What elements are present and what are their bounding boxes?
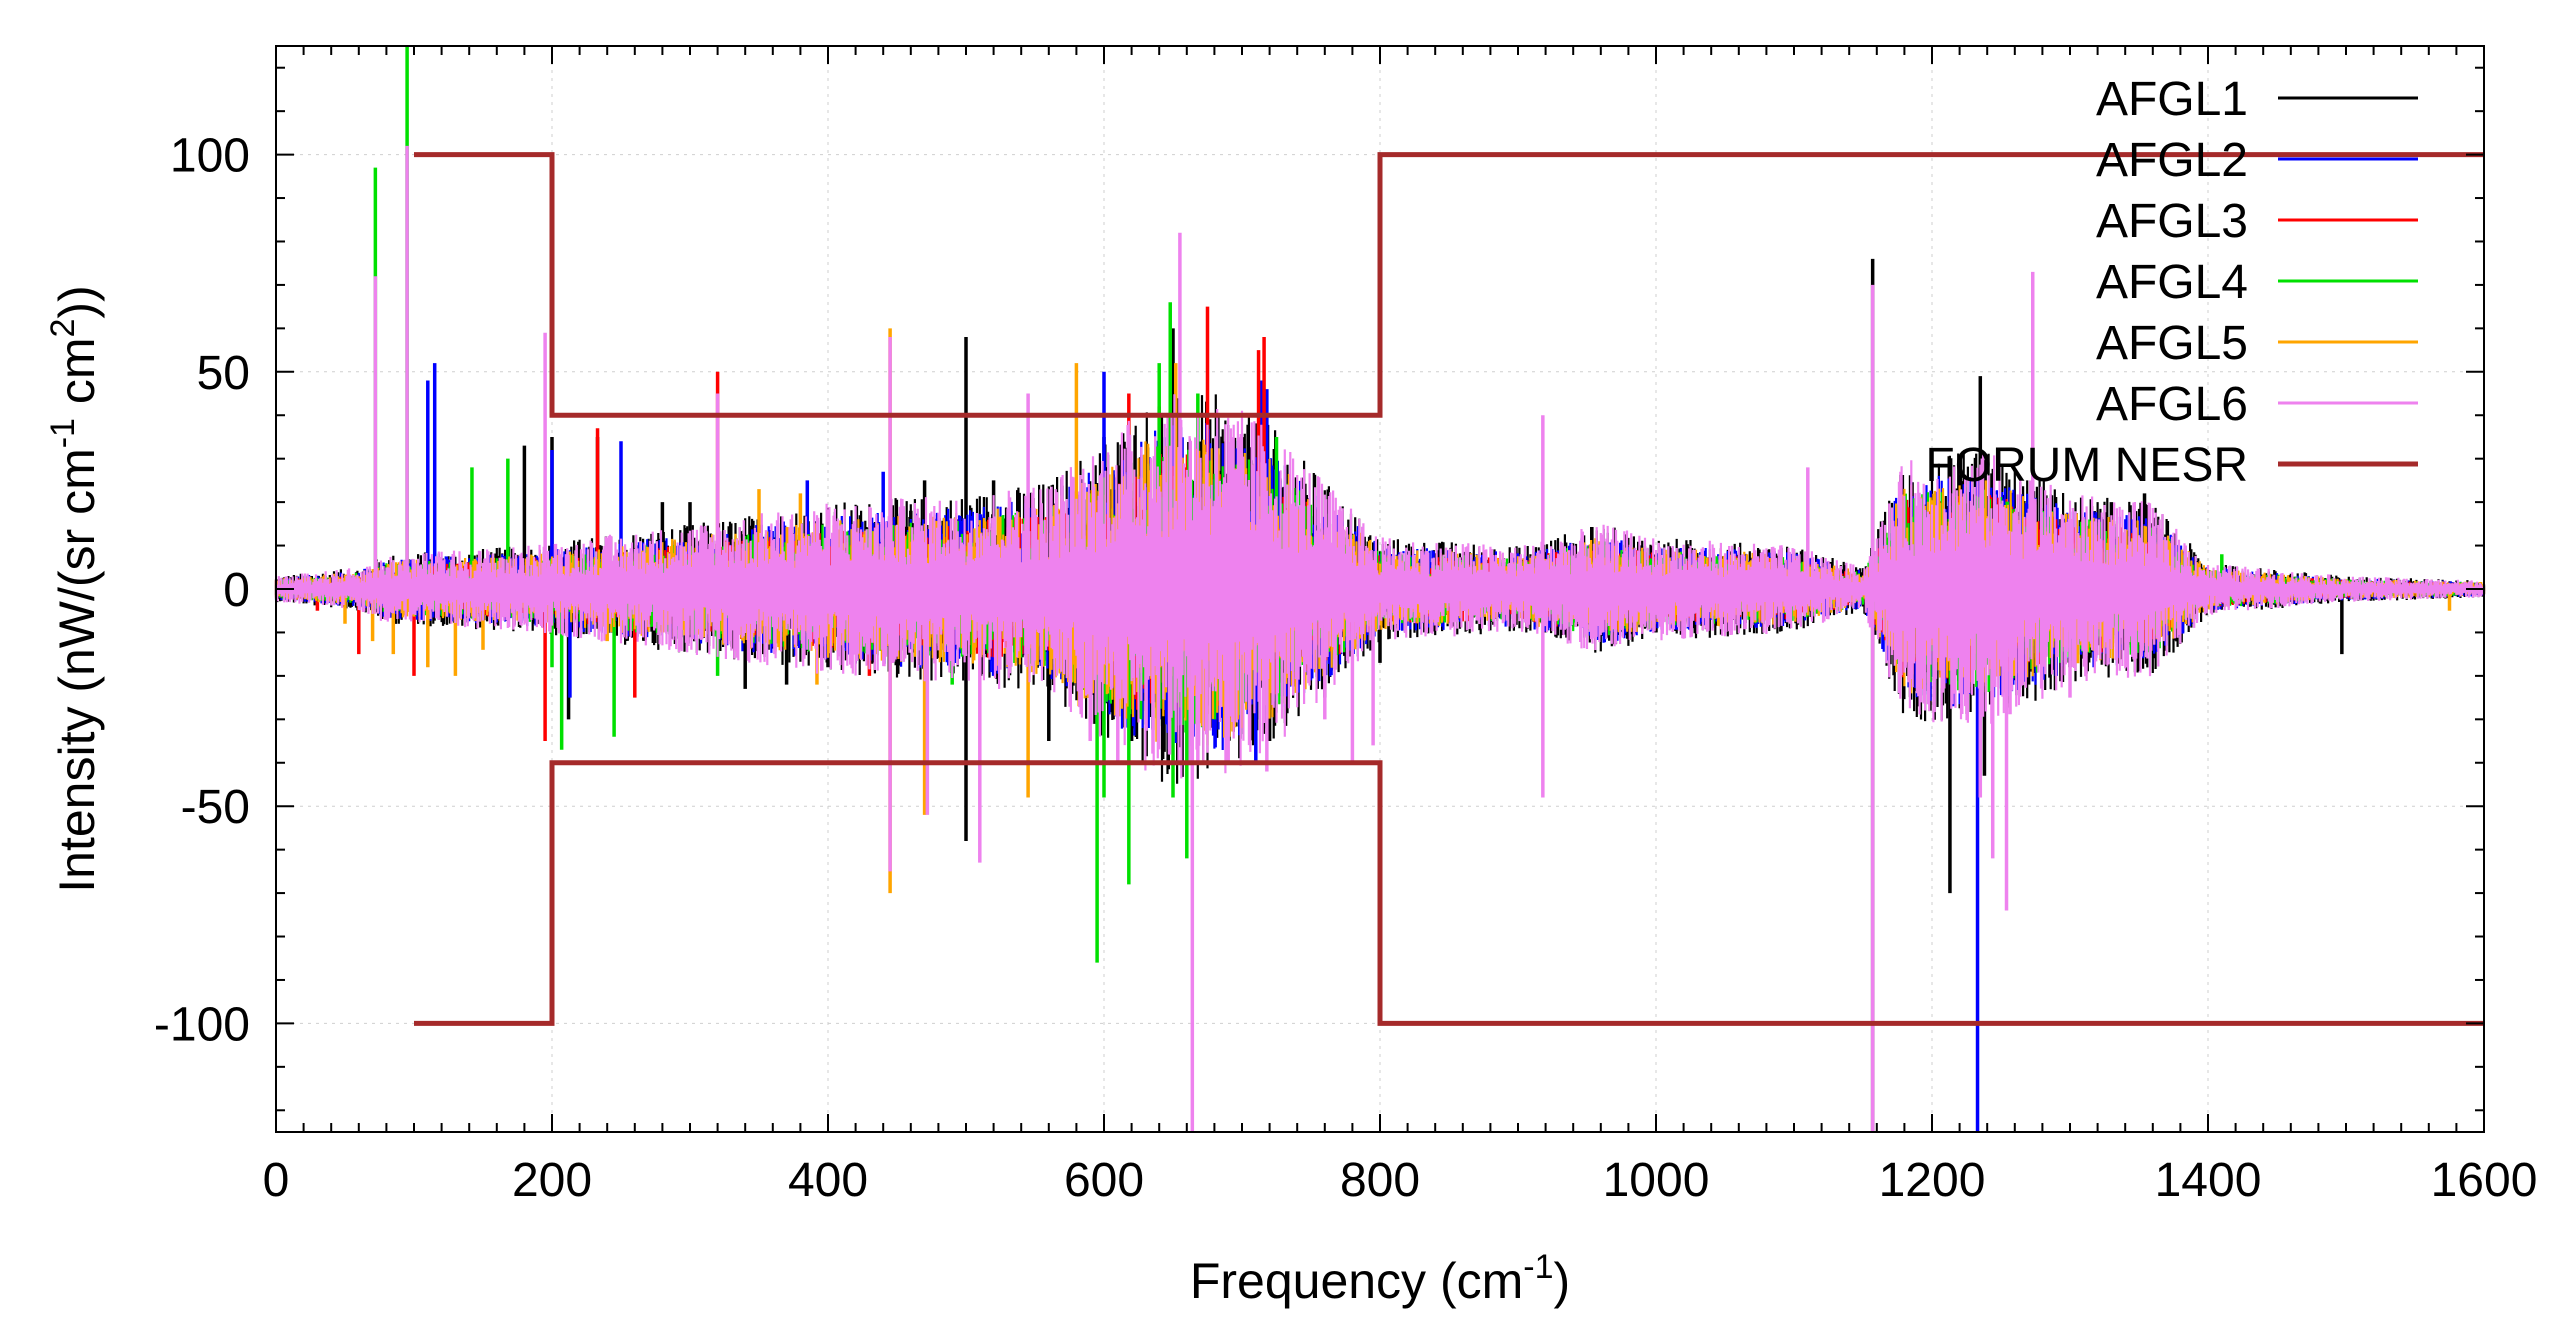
x-tick-label: 1200: [1879, 1154, 1986, 1207]
legend-label: AFGL4: [2096, 256, 2248, 309]
nesr-upper-line: [414, 152, 2484, 418]
legend-item-afgl6: AFGL6: [2096, 378, 2418, 431]
x-tick-label: 400: [788, 1154, 868, 1207]
y-axis-title-sup2: 2: [44, 319, 82, 338]
x-axis-title: Frequency (cm-1): [1190, 1248, 1570, 1309]
legend-item-afgl1: AFGL1: [2096, 73, 2418, 126]
y-axis-title-part2: cm: [49, 337, 105, 418]
nesr-lower-line: [414, 760, 2484, 1026]
plot-data: [274, 46, 2486, 1132]
series-afgl6: [274, 145, 2486, 1132]
legend-item-afgl5: AFGL5: [2096, 317, 2418, 370]
y-axis-title: Intensity (nW/(sr cm-1 cm2)): [44, 285, 105, 893]
legend-item-afgl3: AFGL3: [2096, 195, 2418, 248]
forum-nesr-bounds: [414, 152, 2484, 1026]
x-tick-label: 1000: [1603, 1154, 1710, 1207]
legend-label: FORUM NESR: [1925, 439, 2248, 492]
y-tick-label: 0: [223, 564, 250, 617]
x-tick-label: 200: [512, 1154, 592, 1207]
legend-label: AFGL6: [2096, 378, 2248, 431]
x-tick-label: 600: [1064, 1154, 1144, 1207]
x-axis-title-text: Frequency (cm: [1190, 1253, 1523, 1309]
y-tick-label: 50: [197, 347, 250, 400]
x-tick-label: 0: [263, 1154, 290, 1207]
legend-item-afgl2: AFGL2: [2096, 134, 2418, 187]
legend-label: AFGL3: [2096, 195, 2248, 248]
legend-label: AFGL1: [2096, 73, 2248, 126]
legend-item-afgl4: AFGL4: [2096, 256, 2418, 309]
y-tick-label: -100: [154, 998, 250, 1051]
x-tick-label: 800: [1340, 1154, 1420, 1207]
y-axis-title-part1: Intensity (nW/(sr cm: [49, 448, 105, 892]
tick-labels: 0 200 400 600 800 1000 1200 1400 1600 -100 -50 0 50 1…: [154, 130, 2537, 1207]
y-axis-title-part3: )): [49, 285, 105, 318]
axis-ticks: [275, 46, 2485, 1132]
y-tick-label: -50: [181, 781, 250, 834]
legend: AFGL1 AFGL2 AFGL3 AFGL4 AFGL5 AFGL6 FORUM NESR: [1925, 73, 2418, 492]
y-axis-title-sup1: -1: [44, 418, 82, 448]
x-tick-label: 1600: [2431, 1154, 2538, 1207]
y-tick-label: 100: [170, 130, 250, 183]
legend-label: AFGL2: [2096, 134, 2248, 187]
x-axis-title-tail: ): [1554, 1253, 1571, 1309]
legend-item-forum-nesr: FORUM NESR: [1925, 439, 2418, 492]
x-tick-label: 1400: [2155, 1154, 2262, 1207]
x-axis-title-sup: -1: [1523, 1248, 1553, 1286]
legend-label: AFGL5: [2096, 317, 2248, 370]
